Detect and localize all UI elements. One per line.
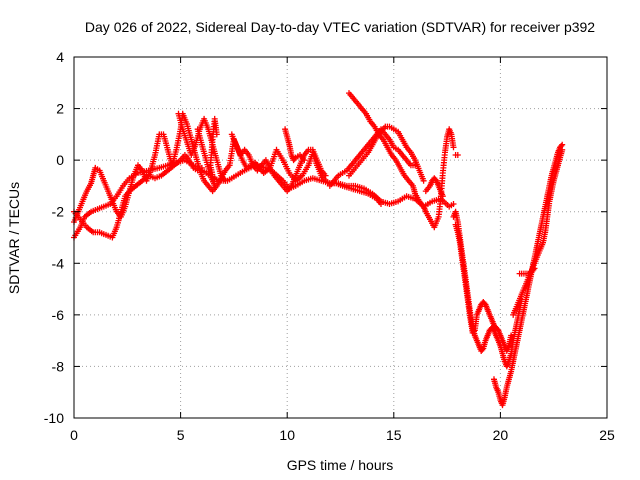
- data-point: [530, 266, 537, 273]
- data-point: [213, 131, 220, 138]
- y-tick-label: -10: [44, 410, 64, 426]
- data-point: [322, 172, 329, 179]
- data-point: [531, 265, 538, 272]
- y-tick-label: -8: [52, 358, 65, 374]
- data-point: [508, 332, 515, 339]
- data-point: [222, 177, 229, 184]
- data-track: [450, 208, 525, 370]
- plot-frame: [73, 56, 608, 419]
- y-tick-label: 2: [56, 101, 64, 117]
- data-point: [454, 152, 461, 158]
- data-point: [558, 143, 565, 149]
- data-track: [452, 152, 461, 158]
- data-point: [439, 193, 446, 200]
- data-track: [516, 265, 538, 277]
- y-tick-label: 4: [56, 49, 64, 65]
- data-track: [194, 115, 220, 189]
- data-track: [346, 90, 457, 231]
- data-point: [450, 144, 457, 151]
- data-point: [559, 141, 566, 148]
- axis-ticks: 0 5 10 15 20 25 -10 -8 -6 -4 -2 0 2 4: [44, 49, 615, 443]
- chart-title: Day 026 of 2022, Sidereal Day-to-day VTE…: [85, 19, 595, 35]
- x-tick-label: 15: [386, 427, 402, 443]
- x-tick-label: 10: [279, 427, 295, 443]
- y-tick-label: -4: [52, 255, 65, 271]
- data-track: [228, 131, 329, 195]
- x-tick-label: 5: [177, 427, 185, 443]
- data-track: [346, 123, 427, 184]
- data-point: [479, 346, 486, 353]
- y-tick-label: -2: [52, 204, 65, 220]
- x-axis-label: GPS time / hours: [287, 457, 394, 473]
- data-track: [510, 146, 566, 318]
- data-point: [198, 164, 205, 171]
- data-point: [378, 201, 384, 207]
- y-tick-label: -6: [52, 307, 65, 323]
- data-point: [559, 146, 566, 153]
- data-point: [291, 155, 298, 162]
- data-track: [282, 126, 308, 164]
- data-point: [301, 157, 308, 164]
- data-point: [450, 201, 457, 207]
- data-point: [420, 177, 427, 184]
- x-tick-label: 25: [599, 427, 615, 443]
- data-series: [71, 90, 566, 409]
- grid: [74, 57, 607, 418]
- y-axis-label: SDTVAR / TECUs: [6, 182, 22, 294]
- data-track: [422, 175, 446, 200]
- data-track: [71, 110, 384, 225]
- x-tick-label: 0: [70, 427, 78, 443]
- y-tick-label: 0: [56, 152, 64, 168]
- data-track: [71, 152, 205, 241]
- x-tick-label: 20: [493, 427, 509, 443]
